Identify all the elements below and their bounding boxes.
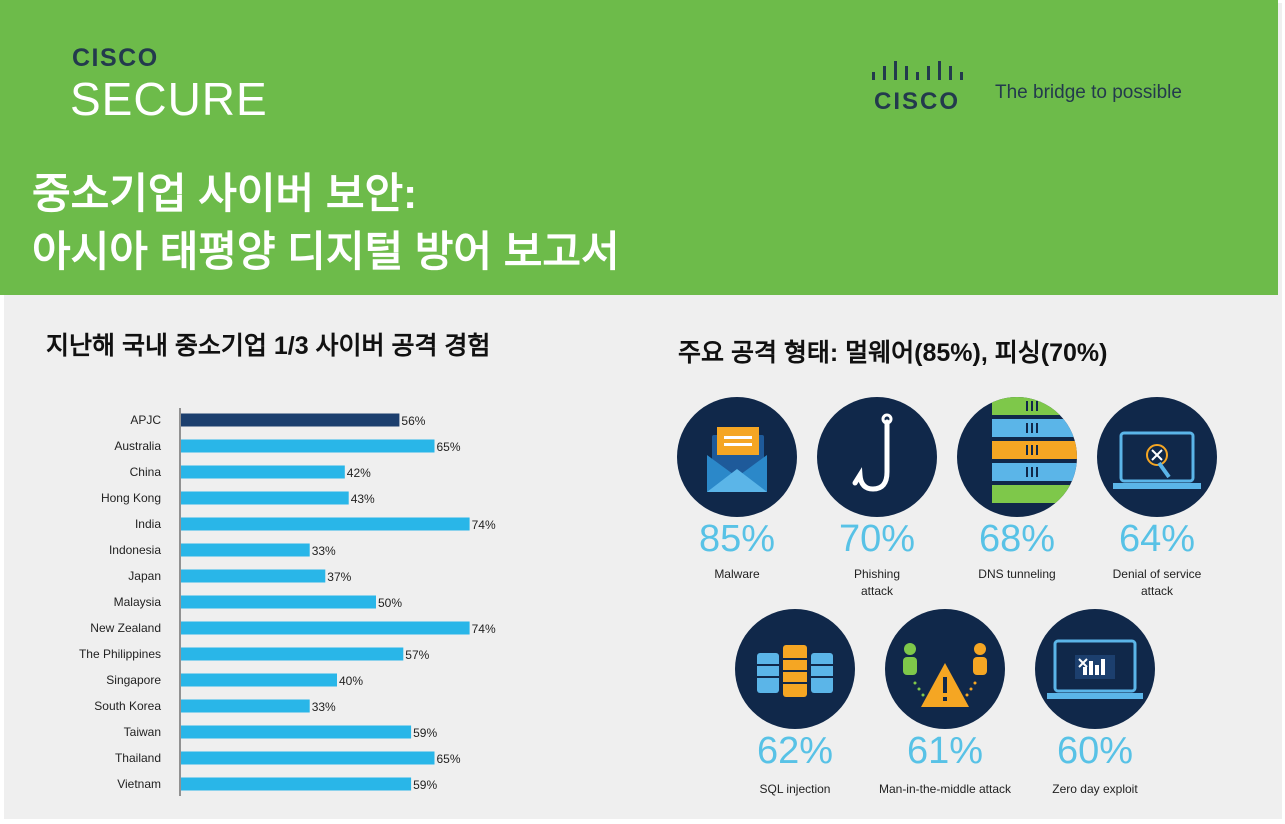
- fishing-hook-icon: [817, 397, 937, 517]
- laptop-exploit-icon: [1035, 609, 1155, 729]
- category-label: Malaysia: [114, 595, 162, 609]
- bar: [181, 439, 435, 453]
- attack-label: Denial of service attack: [1082, 566, 1232, 600]
- chart-heading: 지난해 국내 중소기업 1/3 사이버 공격 경험: [46, 332, 491, 360]
- value-label: 42%: [347, 466, 371, 480]
- value-label: 33%: [312, 700, 336, 714]
- attack-percent: 64%: [1118, 518, 1196, 560]
- attack-percent: 68%: [978, 518, 1056, 560]
- attack-label-line: SQL injection: [759, 782, 831, 796]
- category-label: China: [130, 465, 162, 479]
- attack-label-line: Zero day exploit: [1052, 782, 1138, 796]
- title-line-2: 아시아 태평양 디지털 방어 보고서: [32, 228, 620, 275]
- value-label: 74%: [472, 622, 496, 636]
- attack-percent: 61%: [906, 730, 984, 772]
- bar: [181, 751, 435, 765]
- attack-percent: 60%: [1056, 730, 1134, 772]
- country-bar-chart: APJC 56% Australia 65% China 42% Hong Kong 43% I…: [79, 408, 496, 796]
- brand-cisco-small: CISCO: [72, 44, 159, 72]
- category-label: South Korea: [94, 699, 161, 713]
- attack-label-line: Denial of service: [1112, 567, 1202, 581]
- category-label: Australia: [114, 439, 161, 453]
- value-label: 57%: [405, 648, 429, 662]
- brand-secure: SECURE: [70, 73, 268, 125]
- server-stack-icon: [957, 397, 1077, 517]
- value-label: 65%: [437, 440, 461, 454]
- bar: [181, 725, 412, 739]
- attack-percent: 62%: [756, 730, 834, 772]
- attack-label: Phishing attack: [802, 566, 952, 600]
- attack-label: Malware: [662, 566, 812, 583]
- bar: [181, 543, 310, 557]
- category-label: India: [135, 517, 161, 531]
- warning-users-icon: [885, 609, 1005, 729]
- value-label: 33%: [312, 544, 336, 558]
- bar: [181, 413, 400, 427]
- attack-percent: 70%: [838, 518, 916, 560]
- bar: [181, 647, 404, 661]
- cisco-logo-word: CISCO: [874, 88, 961, 115]
- cisco-logo: CISCO: [866, 60, 976, 120]
- category-label: Singapore: [106, 673, 161, 687]
- database-icon: [735, 609, 855, 729]
- attack-label-line: Phishing: [853, 567, 901, 581]
- value-label: 43%: [351, 492, 375, 506]
- value-label: 56%: [401, 414, 425, 428]
- attack-label-line: attack: [860, 584, 893, 598]
- envelope-icon: [677, 397, 797, 517]
- page-title: 중소기업 사이버 보안: 아시아 태평양 디지털 방어 보고서: [32, 165, 620, 281]
- laptop-plug-icon: [1097, 397, 1217, 517]
- category-label: APJC: [130, 413, 161, 427]
- value-label: 50%: [378, 596, 402, 610]
- attack-label: SQL injection: [720, 781, 870, 798]
- category-label: Taiwan: [124, 725, 161, 739]
- category-label: New Zealand: [90, 621, 161, 635]
- attack-label: Man-in-the-middle attack: [870, 781, 1020, 798]
- attack-label: DNS tunneling: [942, 566, 1092, 583]
- attack-label: Zero day exploit: [1020, 781, 1170, 798]
- bar: [181, 777, 412, 791]
- bar: [181, 673, 337, 687]
- attack-label-line: Malware: [714, 567, 760, 581]
- category-label: Thailand: [115, 751, 161, 765]
- category-label: Vietnam: [117, 777, 161, 791]
- category-label: Indonesia: [109, 543, 161, 557]
- value-label: 37%: [327, 570, 351, 584]
- bar: [181, 699, 310, 713]
- header-banner: CISCO SECURE CISCO The bridge to possibl…: [0, 0, 1278, 295]
- value-label: 74%: [472, 518, 496, 532]
- value-label: 40%: [339, 674, 363, 688]
- attack-label-line: attack: [1140, 584, 1173, 598]
- tagline: The bridge to possible: [995, 82, 1182, 103]
- title-line-1: 중소기업 사이버 보안:: [32, 170, 418, 217]
- attack-label-line: DNS tunneling: [978, 567, 1056, 581]
- value-label: 65%: [437, 752, 461, 766]
- category-label: Hong Kong: [101, 491, 161, 505]
- attack-types-heading: 주요 공격 형태: 멀웨어(85%), 피싱(70%): [678, 339, 1108, 367]
- value-label: 59%: [413, 778, 437, 792]
- bar: [181, 569, 326, 583]
- bar: [181, 465, 345, 479]
- bar: [181, 517, 470, 531]
- attack-label-line: Man-in-the-middle attack: [878, 782, 1012, 796]
- attack-percent: 85%: [698, 518, 776, 560]
- value-label: 59%: [413, 726, 437, 740]
- category-label: The Philippines: [79, 647, 161, 661]
- bar: [181, 491, 349, 505]
- bar: [181, 621, 470, 635]
- category-label: Japan: [128, 569, 161, 583]
- bar: [181, 595, 376, 609]
- cisco-bridge-bars-icon: [872, 61, 963, 80]
